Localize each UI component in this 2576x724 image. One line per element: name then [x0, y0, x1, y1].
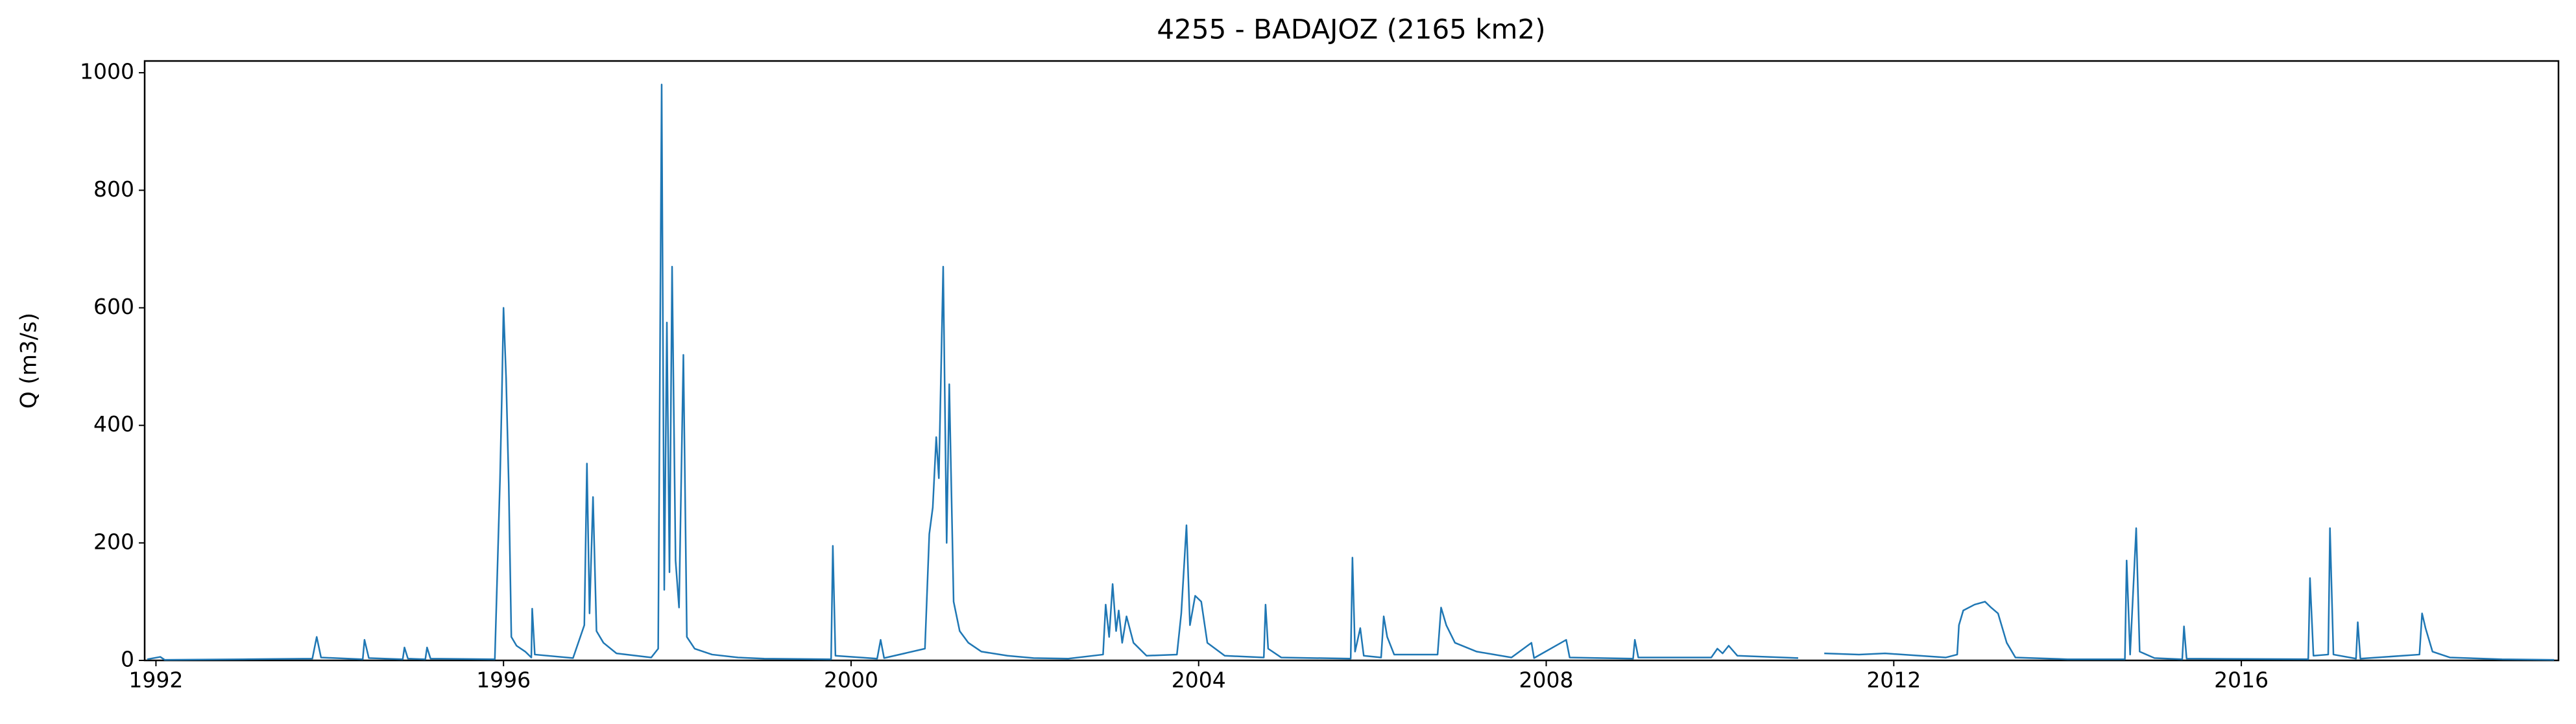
x-tick-label: 2012	[1866, 668, 1921, 693]
x-tick-label: 2008	[1519, 668, 1574, 693]
y-tick-label: 1000	[80, 59, 134, 84]
x-tick-label: 1996	[476, 668, 531, 693]
y-axis-label: Q (m3/s)	[16, 313, 42, 409]
data-line	[147, 83, 2555, 661]
x-tick-label: 2004	[1172, 668, 1226, 693]
y-tick-label: 0	[121, 647, 134, 672]
y-tick-label: 400	[93, 411, 134, 437]
y-tick-label: 200	[93, 529, 134, 554]
y-tick-label: 600	[93, 294, 134, 319]
x-tick-label: 2000	[824, 668, 878, 693]
x-tick-label: 1992	[128, 668, 183, 693]
x-tick-label: 2016	[2214, 668, 2269, 693]
plot-frame	[143, 60, 2560, 662]
chart-title: 4255 - BADAJOZ (2165 km2)	[1157, 14, 1545, 45]
y-tick-label: 800	[93, 176, 134, 202]
